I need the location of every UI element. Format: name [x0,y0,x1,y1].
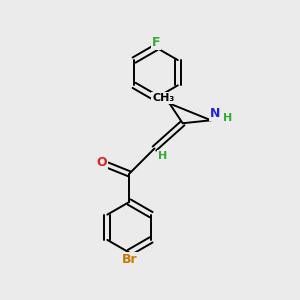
Text: N: N [210,107,220,120]
Text: Br: Br [122,253,137,266]
Text: H: H [223,113,232,123]
Text: CH₃: CH₃ [152,93,175,103]
Text: H: H [158,151,167,161]
Text: F: F [152,36,160,49]
Text: O: O [96,156,107,169]
